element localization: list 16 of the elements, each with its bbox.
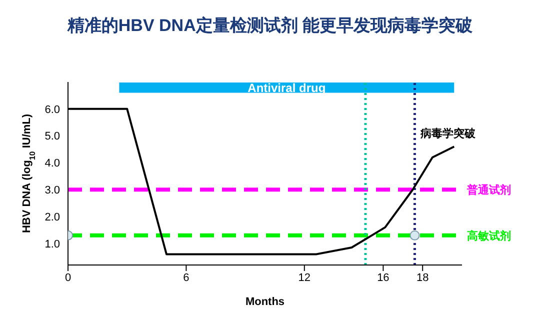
chart-title: 精准的HBV DNA定量检测试剂 能更早发现病毒学突破 [66, 15, 474, 37]
y-tick-label: 2.0 [44, 211, 60, 224]
ref-line-label: 高敏试剂 [467, 229, 511, 242]
x-tick-label: 16 [377, 272, 390, 284]
x-tick-label: 18 [416, 272, 429, 284]
x-axis-title: Months [245, 296, 285, 308]
y-tick-label: 1.0 [44, 238, 60, 250]
y-tick-label: 4.0 [44, 158, 60, 170]
ref-line-label: 普通试剂 [466, 184, 511, 197]
annotation: 病毒学突破 [420, 126, 476, 141]
y-tick-label: 5.0 [44, 130, 60, 143]
y-tick-label: 3.0 [44, 184, 60, 197]
x-tick-label: 0 [64, 272, 72, 284]
x-tick-label: 6 [183, 272, 190, 284]
x-tick-label: 12 [298, 272, 311, 284]
y-tick-label: 6.0 [44, 104, 60, 116]
